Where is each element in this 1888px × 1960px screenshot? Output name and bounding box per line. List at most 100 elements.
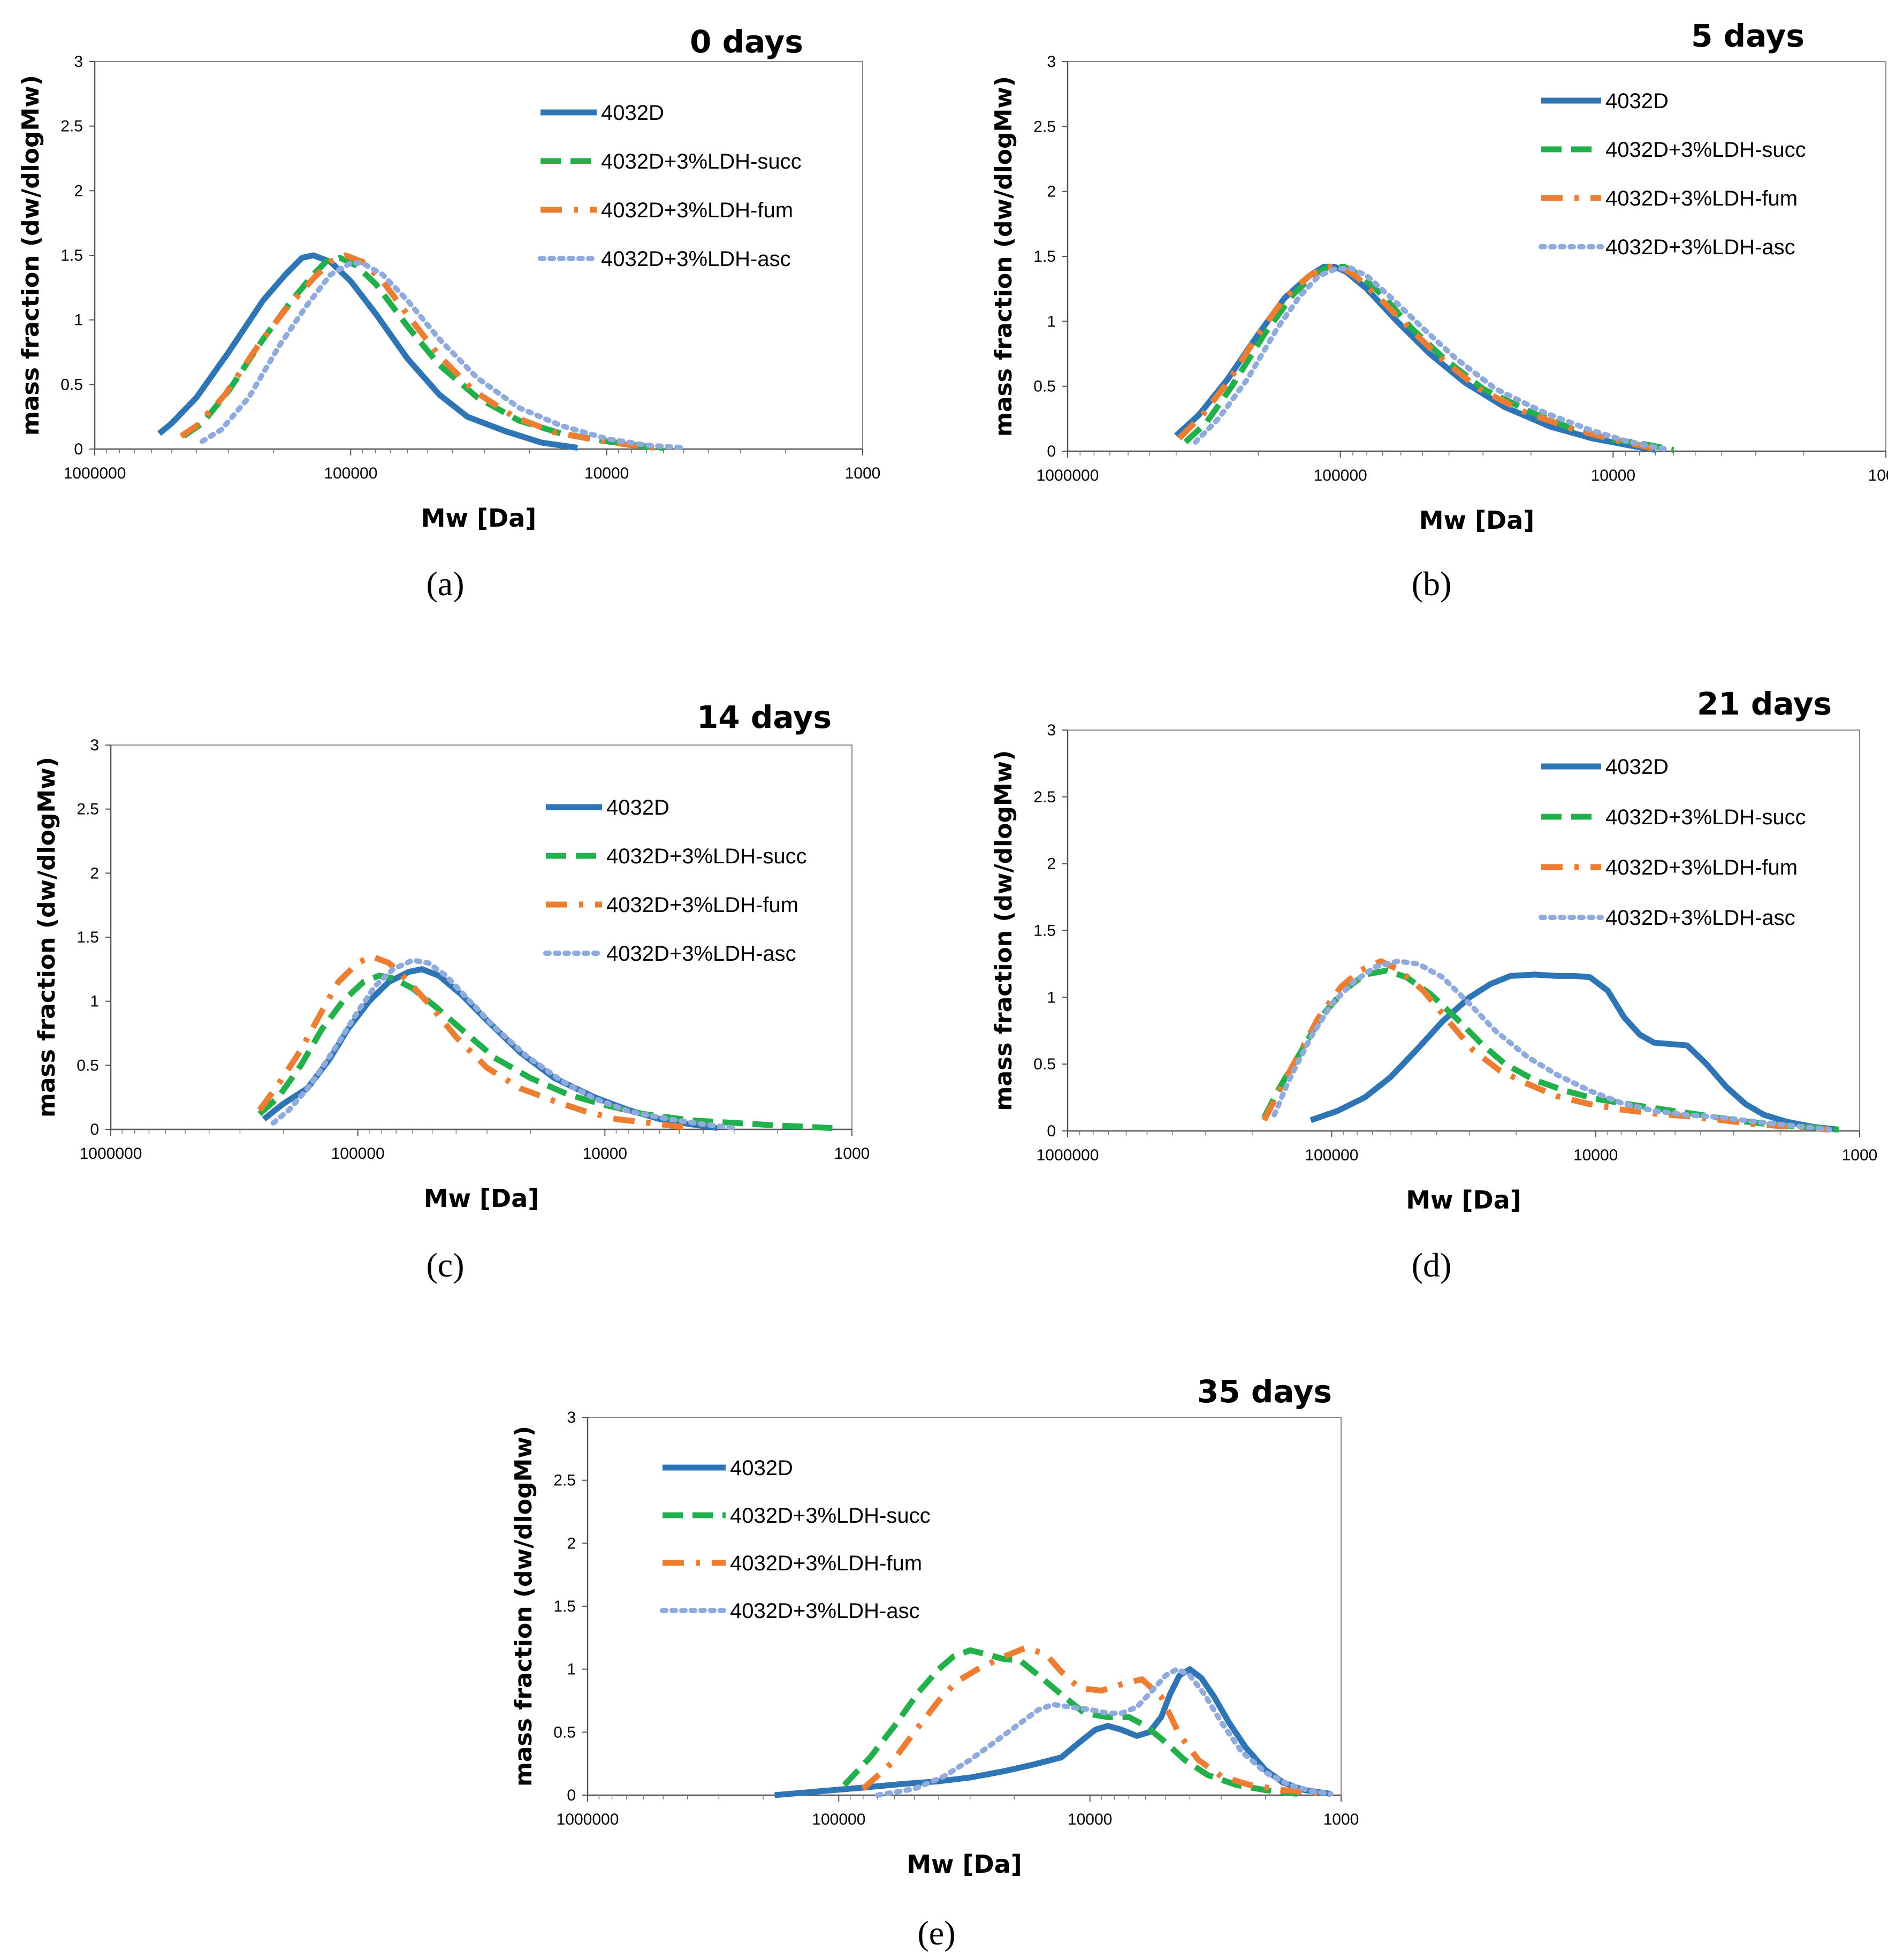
x-axis-label: Mw [Da]: [907, 1850, 1022, 1879]
chart-panel-c: 0 0.5 1 1.5 2 2.5 3 1000000 100000 10000 1000 mass …: [33, 699, 870, 1284]
legend-label: 4032D+3%LDH-fum: [606, 893, 798, 917]
y-tick-label: 2: [1047, 183, 1056, 201]
x-tick-label: 1000000: [64, 465, 126, 482]
y-tick-label: 1: [567, 1661, 576, 1678]
x-tick-label: 10000: [1573, 1146, 1618, 1164]
y-tick-label: 1.5: [60, 247, 83, 264]
x-tick-label: 10000: [583, 1145, 627, 1163]
series-line-4032d-3-ldh-asc: [200, 260, 687, 451]
plot-area-frame: [587, 1417, 1342, 1796]
legend-label: 4032D+3%LDH-succ: [606, 845, 807, 868]
x-tick-label: 1000: [834, 1145, 870, 1163]
series-line-4032d-3-ldh-asc: [875, 1666, 1334, 1798]
y-axis-label: mass fraction (dw/dlogMw): [990, 76, 1017, 437]
x-tick-label: 1000: [1868, 467, 1888, 484]
y-tick-label: 3: [90, 736, 99, 754]
legend-label: 4032D+3%LDH-asc: [730, 1599, 920, 1623]
y-tick-label: 1: [74, 312, 83, 329]
series-line-4032d-3-ldh-succ: [257, 973, 833, 1131]
chart-title: 14 days: [697, 699, 832, 735]
chart-panel-e: 0 0.5 1 1.5 2 2.5 3 1000000 100000 10000 1000 mass …: [510, 1373, 1359, 1952]
subfigure-label: (e): [917, 1914, 955, 1952]
legend-label: 4032D: [730, 1456, 793, 1480]
series-line-4032d-3-ldh-fum: [179, 252, 655, 451]
y-tick-label: 2.5: [60, 118, 83, 135]
y-tick-label: 0: [1047, 443, 1056, 460]
y-tick-label: 3: [567, 1409, 576, 1426]
series-line-4032d-3-ldh-asc: [1192, 265, 1673, 453]
y-tick-label: 2.5: [1033, 118, 1056, 135]
x-tick-label: 10000: [1068, 1811, 1112, 1828]
series-line-4032d-3-ldh-fum: [861, 1645, 1331, 1797]
x-axis-label: Mw [Da]: [1406, 1186, 1521, 1214]
x-tick-label: 1000000: [80, 1145, 142, 1163]
chart-panel-b: 0 0.5 1 1.5 2 2.5 3 1000000 100000 10000 1000 mass …: [990, 18, 1888, 603]
y-tick-label: 0.5: [553, 1723, 576, 1741]
chart-title: 21 days: [1697, 686, 1832, 722]
series-line-4032d: [774, 1666, 1331, 1798]
x-tick-label: 100000: [324, 465, 377, 482]
series-line-4032d-3-ldh-succ: [181, 255, 664, 451]
y-tick-label: 2: [90, 864, 99, 882]
legend-label: 4032D+3%LDH-asc: [1605, 906, 1795, 930]
x-tick-label: 1000: [845, 465, 881, 482]
x-axis-label: Mw [Da]: [421, 504, 537, 533]
y-tick-label: 0.5: [1033, 1055, 1056, 1073]
x-tick-label: 1000000: [557, 1811, 619, 1828]
legend-label: 4032D+3%LDH-asc: [601, 247, 791, 271]
y-tick-label: 3: [1047, 53, 1056, 71]
chart-title: 5 days: [1691, 18, 1805, 54]
subfigure-label: (a): [426, 565, 464, 603]
x-tick-label: 1000: [1842, 1146, 1878, 1164]
series-line-4032d: [1310, 971, 1839, 1133]
y-tick-label: 3: [1047, 721, 1056, 739]
legend-label: 4032D+3%LDH-fum: [1605, 856, 1798, 879]
y-tick-label: 2.5: [553, 1472, 576, 1490]
legend-label: 4032D+3%LDH-fum: [601, 199, 793, 222]
y-tick-label: 1.5: [553, 1598, 576, 1615]
y-axis-label: mass fraction (dw/dlogMw): [17, 75, 44, 436]
plot-area-frame: [1067, 730, 1860, 1131]
chart-title: 35 days: [1197, 1373, 1332, 1410]
legend-label: 4032D+3%LDH-fum: [1605, 187, 1798, 210]
series-line-4032d: [1174, 263, 1656, 453]
series-line-4032d-3-ldh-asc: [1272, 958, 1832, 1133]
legend-label: 4032D+3%LDH-succ: [1605, 138, 1806, 162]
x-tick-label: 1000000: [1037, 1146, 1099, 1164]
y-tick-label: 0.5: [77, 1057, 99, 1074]
y-tick-label: 2.5: [77, 801, 99, 818]
legend-label: 4032D: [601, 101, 664, 125]
y-tick-label: 1.5: [1033, 248, 1056, 265]
x-tick-label: 100000: [1305, 1146, 1358, 1164]
legend-label: 4032D: [606, 796, 669, 819]
y-axis-label: mass fraction (dw/dlogMw): [990, 750, 1017, 1111]
y-tick-label: 0: [1047, 1122, 1056, 1140]
legend-label: 4032D+3%LDH-fum: [730, 1552, 922, 1575]
y-tick-label: 1: [90, 993, 99, 1011]
y-tick-label: 2: [74, 182, 83, 200]
y-tick-label: 1.5: [1033, 922, 1056, 940]
chart-panel-d: 0 0.5 1 1.5 2 2.5 3 1000000 100000 10000 1000 mass …: [990, 686, 1877, 1284]
chart-panel-a: 0 0.5 1 1.5 2 2.5 3 1000000 100000 10000 1000 mass …: [17, 24, 880, 603]
y-axis-label: mass fraction (dw/dlogMw): [510, 1426, 537, 1787]
legend-label: 4032D+3%LDH-asc: [1605, 235, 1795, 259]
y-tick-label: 0: [74, 440, 83, 458]
x-tick-label: 100000: [812, 1811, 865, 1828]
x-axis-label: Mw [Da]: [1419, 506, 1535, 535]
y-tick-label: 2.5: [1033, 788, 1056, 806]
plot-area-frame: [110, 745, 852, 1130]
y-tick-label: 0.5: [60, 376, 83, 393]
y-tick-label: 1: [1047, 989, 1056, 1006]
x-tick-label: 10000: [1591, 467, 1635, 484]
legend-label: 4032D: [1605, 755, 1669, 779]
x-axis-label: Mw [Da]: [424, 1184, 539, 1213]
legend-label: 4032D+3%LDH-asc: [606, 942, 796, 966]
y-axis-label: mass fraction (dw/dlogMw): [33, 757, 60, 1118]
series-line-4032d-3-ldh-fum: [257, 953, 691, 1131]
y-tick-label: 1: [1047, 313, 1056, 330]
series-line-4032d-3-ldh-succ: [1183, 263, 1674, 453]
subfigure-label: (c): [426, 1246, 464, 1284]
subfigure-label: (b): [1412, 565, 1452, 603]
legend-label: 4032D+3%LDH-succ: [730, 1504, 931, 1528]
